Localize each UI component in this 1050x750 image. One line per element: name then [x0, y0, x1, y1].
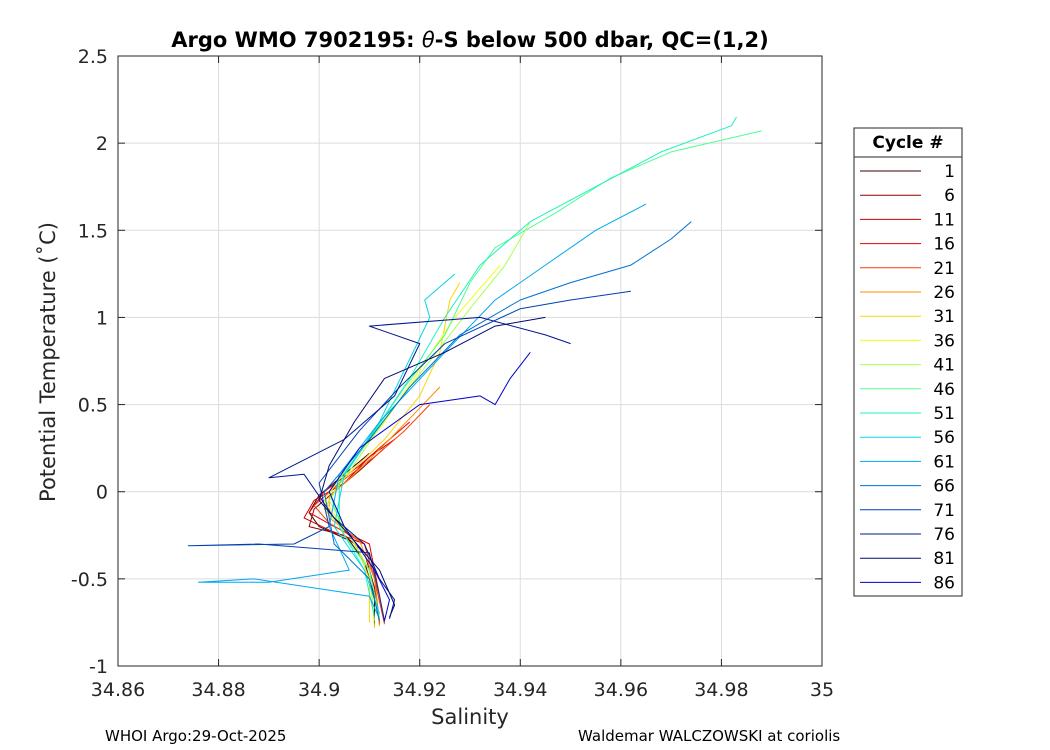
legend-label: 1: [944, 162, 955, 182]
series-line-cycle-66: [323, 221, 692, 621]
x-tick-label: 34.88: [191, 679, 245, 701]
series-line-cycle-51: [338, 116, 737, 618]
grid: [117, 55, 823, 667]
y-axis-label: Potential Temperature (˚C): [36, 222, 60, 502]
footer-right: Waldemar WALCZOWSKI at coriolis: [578, 727, 840, 745]
plot-frame: [117, 55, 823, 667]
legend-label: 81: [933, 549, 955, 569]
series-line-cycle-76: [268, 316, 571, 620]
legend-label: 31: [933, 307, 955, 327]
y-axis: -1 -0.5 0 0.5 1 1.5 2 2.5: [71, 46, 822, 678]
legend-label: 61: [933, 452, 955, 472]
legend-label: 46: [933, 380, 955, 400]
x-tick-label: 34.9: [298, 679, 340, 701]
x-tick-label: 34.98: [694, 679, 748, 701]
y-tick-label: 0: [96, 482, 108, 504]
series-line-cycle-86: [328, 351, 531, 621]
legend-label: 36: [933, 331, 955, 351]
series-line-cycle-26: [328, 386, 441, 626]
series-line-cycle-71: [187, 290, 631, 623]
legend-label: 21: [933, 259, 955, 279]
legend-label: 6: [944, 186, 955, 206]
legend-label: 66: [933, 477, 955, 497]
legend-label: 16: [933, 235, 955, 255]
plot-area: [118, 56, 822, 666]
chart-title: Argo WMO 7902195: θ-S below 500 dbar, QC…: [171, 28, 768, 52]
series-line-cycle-81: [318, 316, 546, 618]
x-axis: 34.86 34.88 34.9 34.92 34.94 34.96 34.98 35: [91, 56, 834, 701]
legend-label: 11: [933, 210, 955, 230]
y-tick-label: 1.5: [78, 220, 108, 242]
legend-label: 26: [933, 283, 955, 303]
y-tick-label: 1: [96, 307, 108, 329]
x-tick-label: 34.94: [493, 679, 547, 701]
legend-label: 51: [933, 404, 955, 424]
footer-left: WHOI Argo:29-Oct-2025: [105, 727, 286, 745]
y-tick-label: 2: [96, 133, 108, 155]
y-tick-label: -1: [89, 656, 108, 678]
legend: Cycle # 16111621263136414651566166717681…: [853, 127, 963, 597]
legend-label: 86: [933, 573, 955, 593]
y-tick-label: 2.5: [78, 46, 108, 68]
legend-label: 41: [933, 356, 955, 376]
series-line-cycle-16: [308, 421, 411, 621]
series-line-cycle-61: [198, 203, 647, 620]
legend-label: 71: [933, 501, 955, 521]
y-tick-label: 0.5: [78, 395, 108, 417]
series-line-cycle-41: [328, 221, 531, 621]
legend-label: 56: [933, 428, 955, 448]
x-tick-label: 34.96: [594, 679, 648, 701]
series-line-cycle-21: [313, 404, 431, 625]
y-tick-label: -0.5: [71, 569, 108, 591]
x-axis-label: Salinity: [431, 705, 509, 729]
legend-box: [853, 127, 963, 597]
x-tick-label: 34.86: [91, 679, 145, 701]
legend-label: 76: [933, 525, 955, 545]
series-group: [187, 116, 762, 628]
legend-title: Cycle #: [872, 133, 943, 153]
x-tick-label: 35: [810, 679, 834, 701]
x-tick-label: 34.92: [393, 679, 447, 701]
